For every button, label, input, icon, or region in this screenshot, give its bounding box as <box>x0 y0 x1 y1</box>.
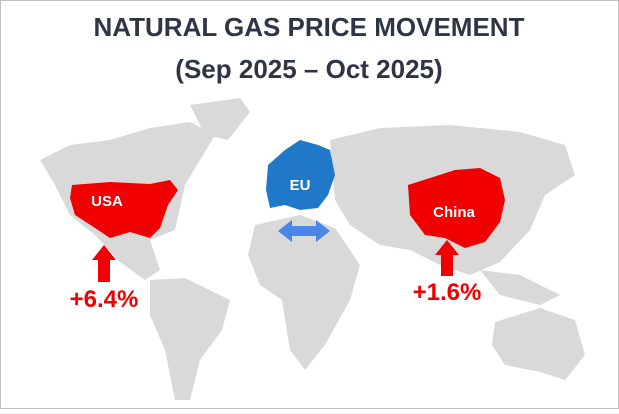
usa-region <box>70 180 178 238</box>
title: NATURAL GAS PRICE MOVEMENT <box>94 12 525 42</box>
central-america <box>95 235 160 280</box>
australia <box>492 308 585 380</box>
greenland <box>190 98 250 140</box>
africa <box>248 215 360 370</box>
double-arrow <box>278 220 330 242</box>
indonesia <box>480 270 560 305</box>
region-label: EU <box>290 177 311 194</box>
region-label: China <box>433 204 475 221</box>
price-change: +1.6% <box>413 279 482 306</box>
eu-region <box>266 140 335 210</box>
up-arrow <box>92 245 116 282</box>
china-region <box>408 168 505 248</box>
region-label: USA <box>91 193 123 210</box>
subtitle: (Sep 2025 – Oct 2025) <box>175 54 442 84</box>
price-change: +6.4% <box>70 286 139 313</box>
south-america <box>150 278 230 400</box>
up-arrow <box>435 240 459 276</box>
